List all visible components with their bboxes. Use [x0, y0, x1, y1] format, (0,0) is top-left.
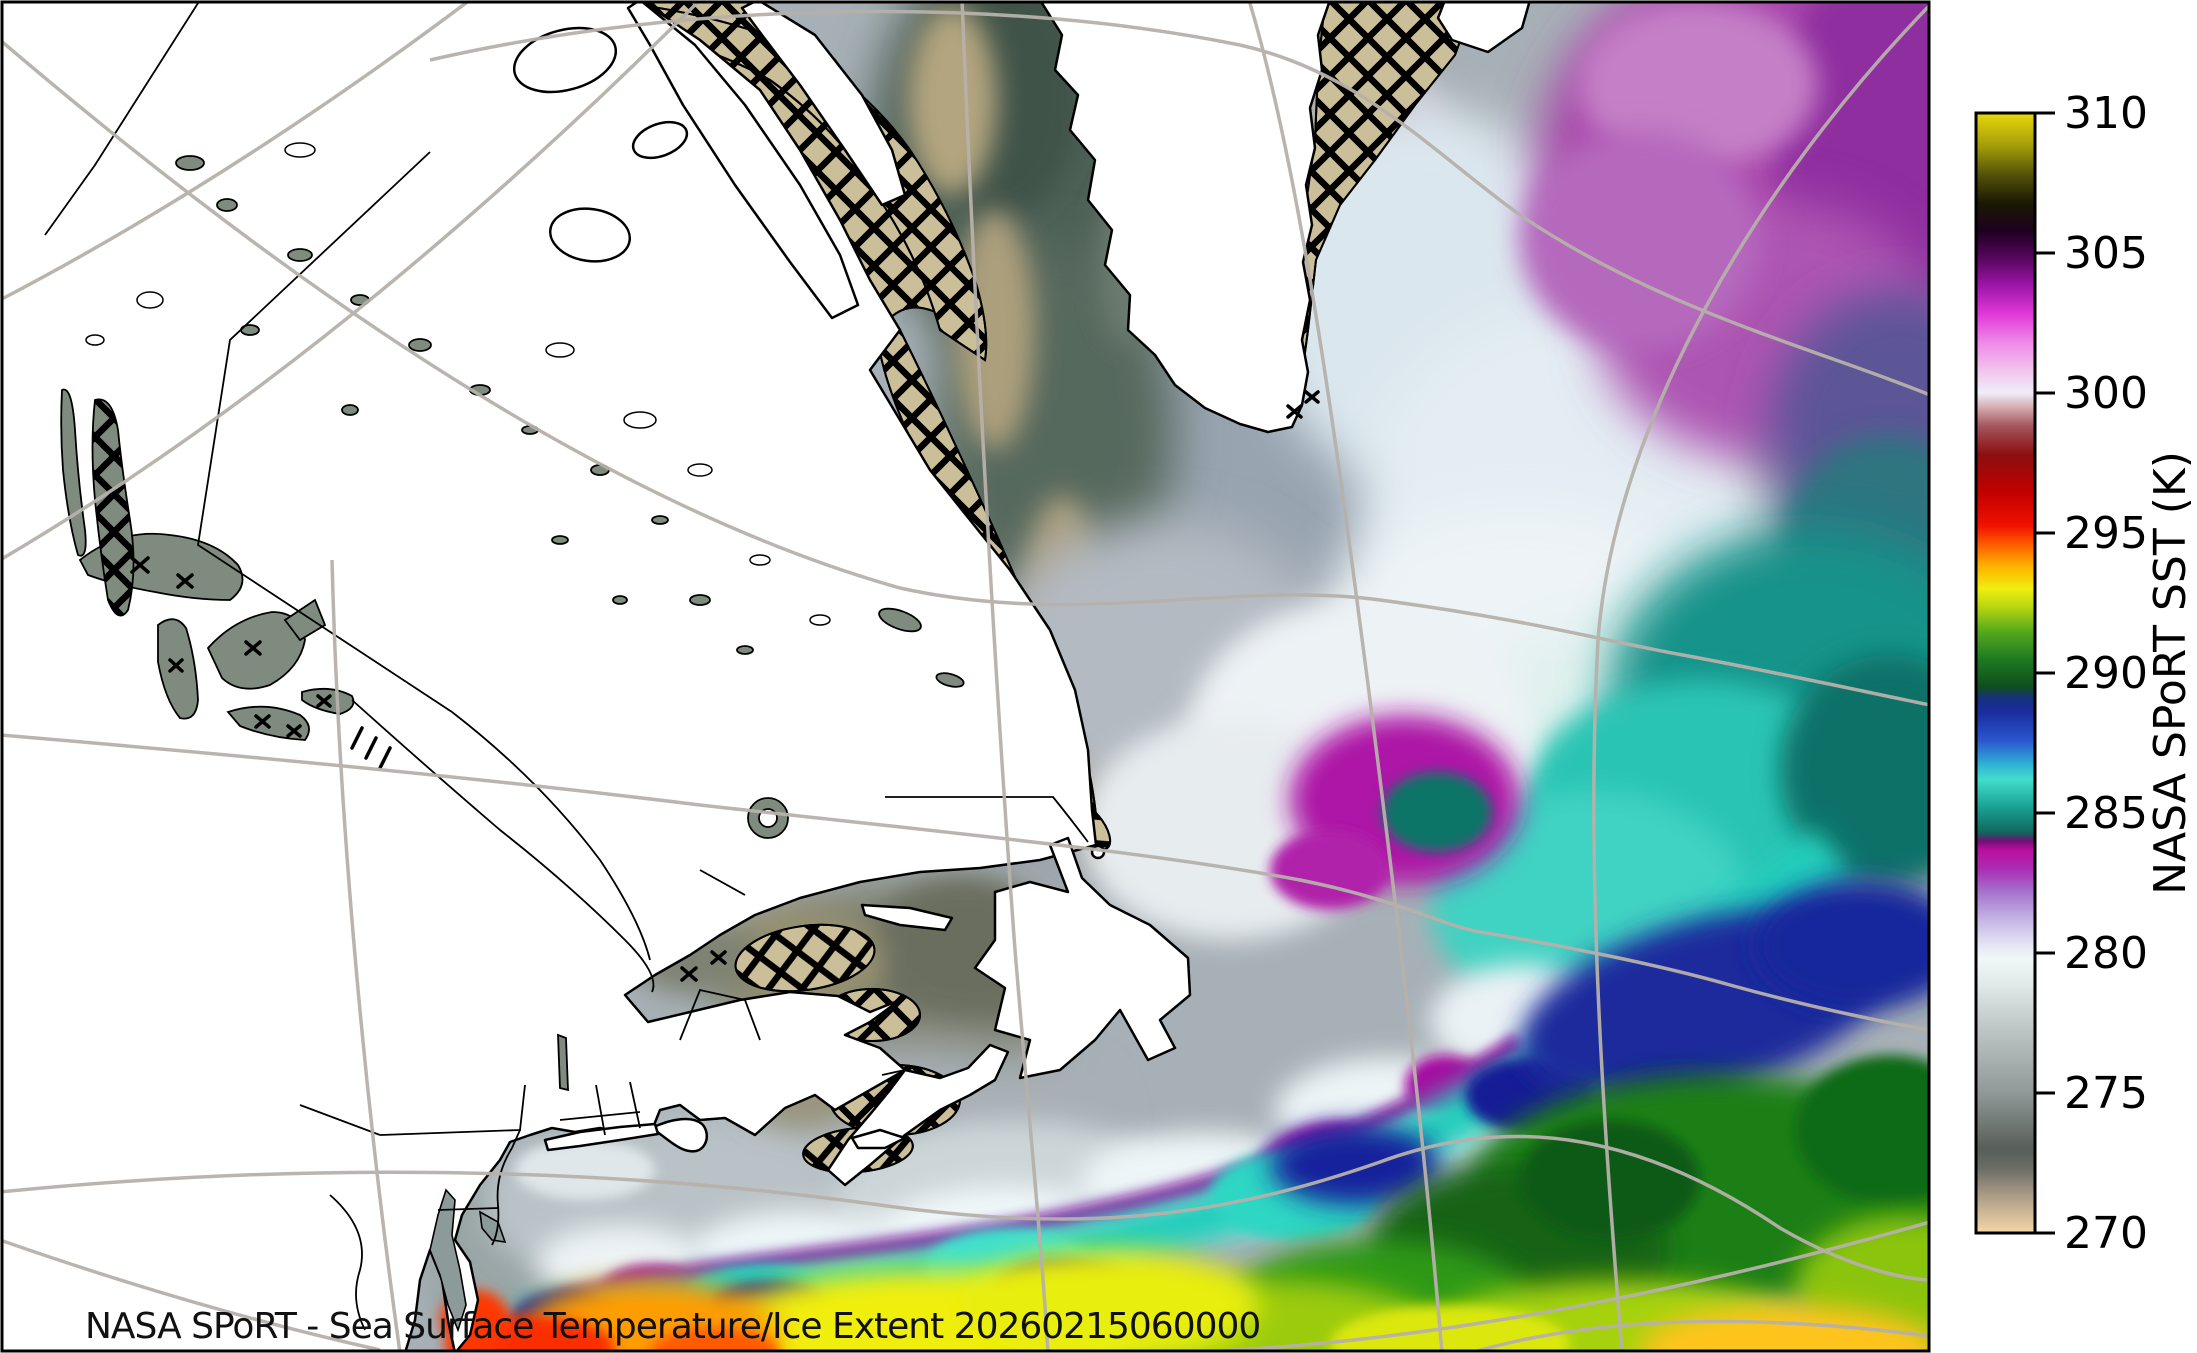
map-title-overlay: NASA SPoRT - Sea Surface Temperature/Ice… [85, 1306, 1260, 1347]
colorbar-tick-label: 305 [2064, 228, 2148, 279]
colorbar-tick-label: 290 [2064, 648, 2148, 699]
colorbar-tick-label: 295 [2064, 508, 2148, 559]
colorbar-tick-label: 300 [2064, 368, 2148, 419]
colorbar-tick-label: 310 [2064, 88, 2148, 139]
colorbar-tick-label: 275 [2064, 1068, 2148, 1119]
lake-champlain [558, 1035, 568, 1090]
colorbar-axis-label: NASA SPoRT SST (K) [2145, 451, 2196, 895]
sst-ice-map-figure: NASA SPoRT - Sea Surface Temperature/Ice… [0, 0, 2197, 1353]
colorbar-tick-label: 285 [2064, 788, 2148, 839]
colorbar-tick-label: 270 [2064, 1208, 2148, 1259]
map-panel: NASA SPoRT - Sea Surface Temperature/Ice… [0, 0, 2040, 1353]
colorbar-gradient [1976, 113, 2035, 1233]
colorbar-tick-label: 280 [2064, 928, 2148, 979]
colorbar: 310 305 300 295 290 285 280 275 270 NASA SPoRT S… [1976, 88, 2196, 1259]
colorbar-ticks: 310 305 300 295 290 285 280 275 270 [2035, 88, 2148, 1259]
